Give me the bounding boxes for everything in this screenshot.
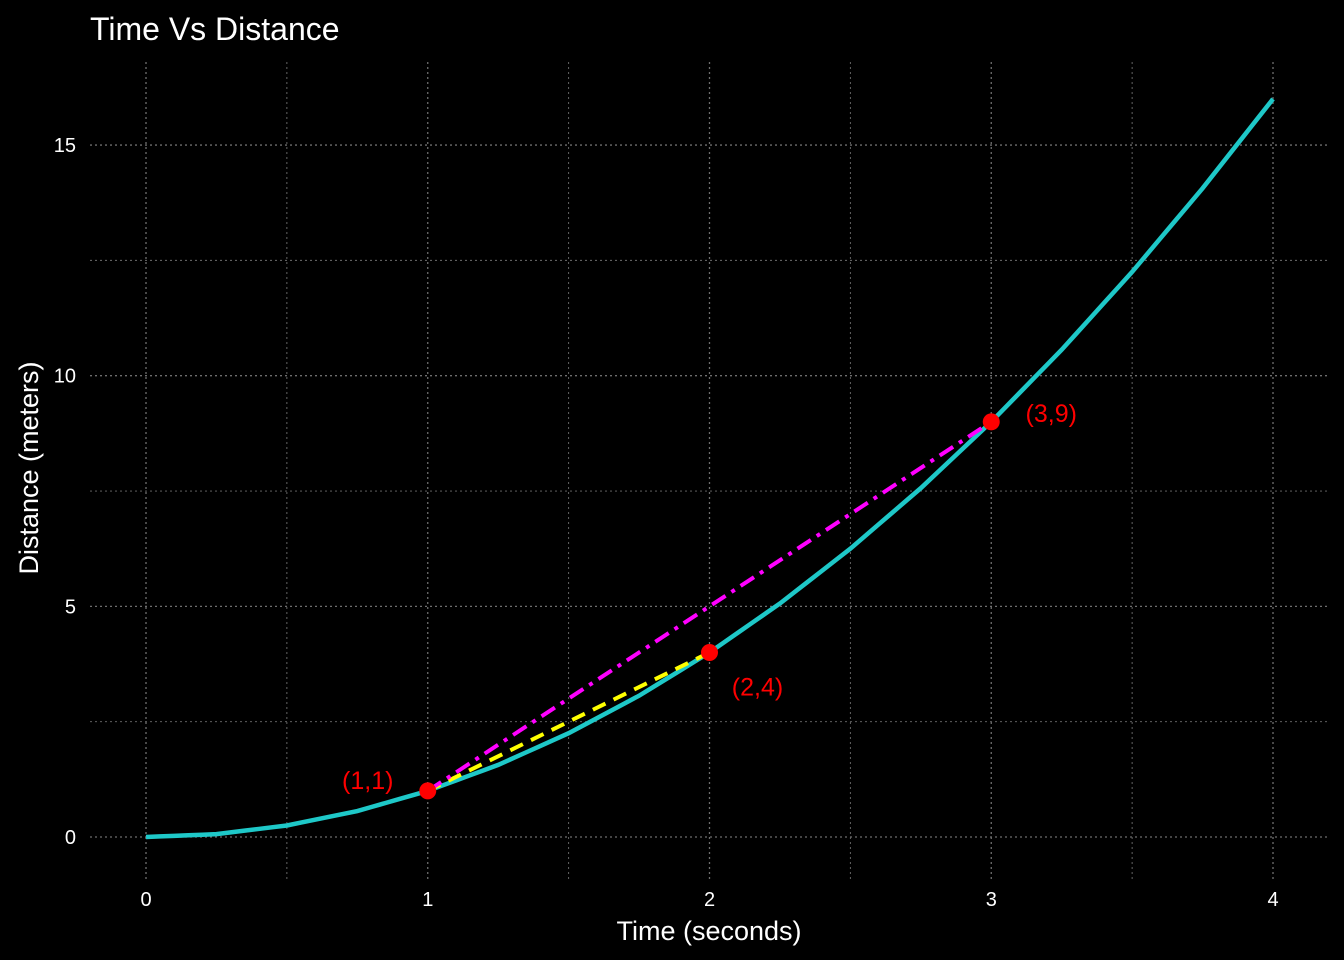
x-tick-label: 0 <box>140 889 151 911</box>
series-line-dashed <box>426 650 711 793</box>
grid-lines <box>90 62 1330 880</box>
data-points: (1,1) (2,4) (3,9) <box>342 400 1077 800</box>
x-tick-label: 3 <box>986 889 997 911</box>
chart-title: Time Vs Distance <box>90 11 340 47</box>
data-point <box>419 782 437 800</box>
y-tick-label: 10 <box>54 366 76 388</box>
x-axis-label: Time (seconds) <box>616 916 801 946</box>
point-label: (1,1) <box>342 767 393 795</box>
data-point <box>982 413 1000 431</box>
x-tick-label: 1 <box>422 889 433 911</box>
point-label: (2,4) <box>732 673 783 701</box>
x-tick-label: 2 <box>704 889 715 911</box>
point-label: (3,9) <box>1026 400 1077 428</box>
y-tick-label: 5 <box>65 596 76 618</box>
y-tick-label: 15 <box>54 135 76 157</box>
series-line-dashdot <box>426 420 993 793</box>
y-axis-label: Distance (meters) <box>14 361 44 574</box>
tick-labels: 0 1 2 3 4 0 5 10 15 <box>54 135 1279 911</box>
x-tick-label: 4 <box>1267 889 1278 911</box>
data-point <box>701 643 718 661</box>
y-tick-label: 0 <box>65 827 76 849</box>
